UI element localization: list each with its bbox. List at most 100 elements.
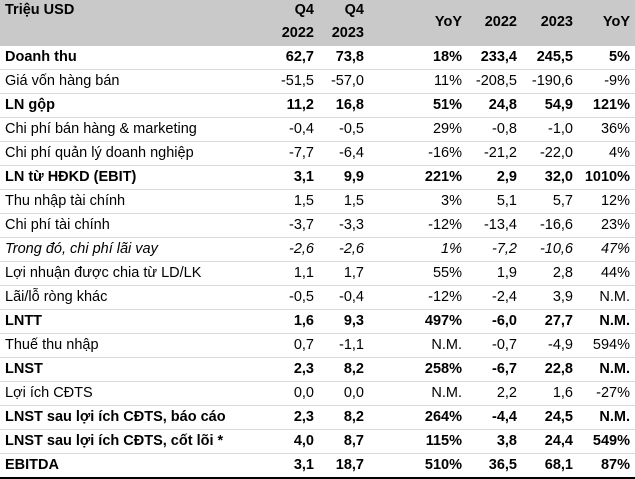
- yoy-quarter-value: N.M.: [431, 385, 462, 401]
- table-row: Lợi nhuận được chia từ LD/LK 1,1 1,7 55% 1,9…: [0, 262, 635, 286]
- yoy-quarter-value: 51%: [432, 97, 462, 113]
- q4-2023-value: 9,3: [343, 313, 364, 329]
- q4-2022-value: 11,2: [286, 97, 314, 113]
- y2022-value: 5,1: [496, 193, 517, 209]
- yoy-quarter-value: N.M.: [431, 337, 462, 353]
- q4-2022-value: 4,0: [293, 433, 314, 449]
- table-row: EBITDA 3,1 18,7 510% 36,5 68,1 87%: [0, 453, 635, 479]
- yoy-quarter-value: 221%: [424, 169, 462, 185]
- y2022-value: -13,4: [483, 217, 517, 233]
- yoy-quarter-value: -16%: [428, 145, 462, 161]
- yoy-year-value: 87%: [578, 453, 635, 479]
- q4-2023-value: 18,7: [319, 453, 369, 479]
- y2023-value: -22,0: [539, 145, 573, 161]
- y2022-value: -6,0: [492, 313, 517, 329]
- q4-2023-value: 9,9: [343, 169, 364, 185]
- yoy-year-value: N.M.: [599, 361, 630, 377]
- table-body: Doanh thu 62,7 73,8 18% 233,4 245,5 5% Giá vốn …: [0, 46, 635, 479]
- table-row: Chi phí tài chính -3,7 -3,3 -12% -13,4 -16,6 2…: [0, 214, 635, 238]
- col-2023-header: 2023: [522, 0, 578, 46]
- col-q4-2022-header-bottom: 2022: [262, 21, 319, 46]
- y2022-value: 36,5: [467, 453, 522, 479]
- q4-2022-value: -3,7: [289, 217, 314, 233]
- y2022-value: -0,7: [492, 337, 517, 353]
- y2022-value: -208,5: [475, 73, 517, 89]
- y2023-value: 32,0: [544, 169, 573, 185]
- y2023-value: 24,4: [544, 433, 573, 449]
- y2022-value: 233,4: [480, 48, 517, 65]
- col-2022-header: 2022: [467, 0, 522, 46]
- q4-2022-value: -7,7: [289, 145, 314, 161]
- table-row: LNST sau lợi ích CĐTS, cốt lõi * 4,0 8,7 11…: [0, 430, 635, 454]
- q4-2023-value: -0,5: [339, 121, 364, 137]
- q4-2022-value: 3,1: [293, 169, 314, 185]
- yoy-year-value: N.M.: [599, 289, 630, 305]
- q4-2023-value: 73,8: [335, 49, 364, 65]
- yoy-year-value: N.M.: [599, 409, 630, 425]
- y2023-value: 2,8: [552, 265, 573, 281]
- table-row: LNTT 1,6 9,3 497% -6,0 27,7 N.M.: [0, 310, 635, 334]
- yoy-year-value: 12%: [600, 193, 630, 209]
- col-q4-2023-header-top: Q4: [319, 0, 369, 21]
- table-row: Doanh thu 62,7 73,8 18% 233,4 245,5 5%: [0, 46, 635, 70]
- q4-2022-value: -2,6: [289, 241, 314, 257]
- yoy-year-value: -9%: [604, 73, 630, 89]
- yoy-quarter-value: 1%: [441, 241, 462, 257]
- row-label: LN từ HĐKD (EBIT): [5, 169, 137, 185]
- yoy-quarter-value: -12%: [428, 217, 462, 233]
- row-label: Chi phí bán hàng & marketing: [5, 121, 197, 137]
- yoy-quarter-value: 258%: [424, 361, 462, 377]
- q4-2023-value: -2,6: [339, 241, 364, 257]
- y2022-value: -2,4: [492, 289, 517, 305]
- row-label: Giá vốn hàng bán: [5, 73, 120, 89]
- y2022-value: 2,9: [496, 169, 517, 185]
- table-row: Lợi ích CĐTS 0,0 0,0 N.M. 2,2 1,6 -27%: [0, 382, 635, 406]
- q4-2022-value: 1,6: [293, 313, 314, 329]
- y2023-value: 3,9: [552, 289, 573, 305]
- y2023-value: 24,5: [544, 409, 573, 425]
- table-row: Thu nhập tài chính 1,5 1,5 3% 5,1 5,7 12%: [0, 190, 635, 214]
- row-label: LNTT: [5, 313, 43, 329]
- yoy-year-value: 549%: [592, 433, 630, 449]
- y2023-value: 68,1: [522, 453, 578, 479]
- q4-2022-value: 3,1: [262, 453, 319, 479]
- row-label: LNST sau lợi ích CĐTS, cốt lõi *: [5, 433, 224, 449]
- row-label: LNST: [5, 361, 43, 377]
- unit-label: Triệu USD: [0, 0, 262, 46]
- table-row: LN gộp 11,2 16,8 51% 24,8 54,9 121%: [0, 94, 635, 118]
- y2022-value: 2,2: [496, 385, 517, 401]
- yoy-quarter-value: 55%: [432, 265, 462, 281]
- y2023-value: -1,0: [548, 121, 573, 137]
- table-row: Thuế thu nhập 0,7 -1,1 N.M. -0,7 -4,9 594%: [0, 334, 635, 358]
- table-row: Chi phí bán hàng & marketing -0,4 -0,5 29% -…: [0, 118, 635, 142]
- row-label: LN gộp: [5, 97, 55, 113]
- yoy-quarter-value: -12%: [428, 289, 462, 305]
- header-row-2: 2022 2023: [0, 21, 635, 46]
- yoy-year-value: 36%: [600, 121, 630, 137]
- y2022-value: -4,4: [492, 409, 517, 425]
- q4-2022-value: -51,5: [280, 73, 314, 89]
- yoy-year-value: 121%: [592, 97, 630, 113]
- y2023-value: -190,6: [531, 73, 573, 89]
- y2022-value: 1,9: [496, 265, 517, 281]
- y2023-value: 1,6: [552, 385, 573, 401]
- q4-2022-value: 2,3: [293, 361, 314, 377]
- q4-2023-value: 8,2: [343, 409, 364, 425]
- y2023-value: 54,9: [544, 97, 573, 113]
- q4-2023-value: 8,7: [343, 433, 364, 449]
- row-label: Trong đó, chi phí lãi vay: [5, 241, 158, 257]
- yoy-quarter-value: 510%: [369, 453, 467, 479]
- row-label: Chi phí tài chính: [5, 217, 110, 233]
- yoy-year-value: 47%: [600, 241, 630, 257]
- yoy-quarter-value: 3%: [441, 193, 462, 209]
- row-label: EBITDA: [0, 453, 262, 479]
- q4-2022-value: 1,1: [293, 265, 314, 281]
- y2023-value: -10,6: [539, 241, 573, 257]
- yoy-quarter-value: 497%: [424, 313, 462, 329]
- q4-2023-value: 1,7: [343, 265, 364, 281]
- y2023-value: -4,9: [548, 337, 573, 353]
- q4-2022-value: -0,4: [289, 121, 314, 137]
- yoy-year-value: N.M.: [599, 313, 630, 329]
- y2023-value: 22,8: [544, 361, 573, 377]
